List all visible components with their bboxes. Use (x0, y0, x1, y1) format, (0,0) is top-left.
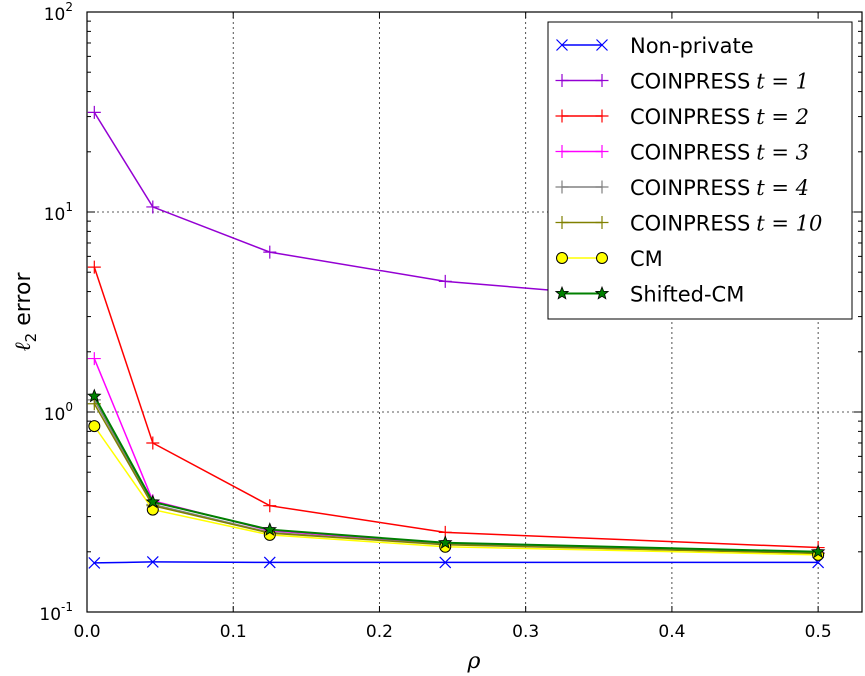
legend-box (547, 21, 853, 320)
legend-entry: COINPRESS t = 1 (555, 70, 809, 94)
axes: 0.0 0.1 0.2 0.3 0.4 0.5 10-1 100 101 102 (39, 0, 863, 642)
data-point (87, 352, 101, 366)
legend-entry: COINPRESS t = 4 (555, 176, 809, 200)
y-tick-label: 102 (44, 0, 73, 25)
legend-label: CM (630, 247, 663, 271)
data-point (262, 522, 278, 536)
legend-entry: COINPRESS t = 2 (555, 105, 809, 129)
legend-label: Non-private (630, 34, 754, 58)
legend-marker (595, 180, 609, 194)
series-line (94, 561, 819, 564)
plot-frame (86, 11, 863, 613)
legend-marker (555, 109, 569, 123)
legend-marker (555, 216, 569, 229)
legend-marker (556, 39, 568, 51)
y-tick-label: 10-1 (39, 600, 73, 625)
y-axis-label: ℓ2 error (11, 272, 40, 352)
legend-marker (596, 39, 608, 51)
legend-entry: COINPRESS t = 3 (555, 141, 809, 165)
legend-marker (555, 74, 569, 87)
legend-label: COINPRESS t = 3 (630, 141, 809, 165)
legend-label: COINPRESS t = 1 (630, 70, 809, 94)
legend-marker (594, 285, 610, 300)
legend-entry: Non-private (556, 34, 754, 58)
x-tick-label: 0.5 (805, 622, 832, 642)
data-point (438, 535, 453, 549)
legend-entry: CM (556, 247, 663, 271)
y-tick-label: 100 (44, 400, 73, 425)
x-tick-label: 0.1 (220, 622, 247, 642)
series-7 (87, 388, 826, 558)
data-point (146, 200, 160, 214)
legend-marker (554, 285, 570, 300)
legend: Non-private COINPRESS t = 1 COINPRESS t = 2 C… (547, 21, 853, 320)
series-layer (87, 105, 826, 569)
legend-marker (555, 180, 569, 194)
y-tick-label: 101 (44, 200, 73, 225)
legend-marker (596, 252, 608, 264)
data-point (88, 420, 101, 433)
legend-marker (556, 252, 568, 264)
data-point (145, 494, 161, 509)
data-point (87, 260, 101, 274)
series-0 (88, 555, 825, 569)
x-tick-label: 0.0 (73, 622, 100, 642)
legend-marker (595, 74, 609, 87)
data-point (146, 436, 160, 450)
x-axis-label: ρ (467, 649, 481, 674)
x-tick-label: 0.3 (512, 622, 539, 642)
data-point (146, 555, 159, 568)
x-tick-label: 0.2 (366, 622, 393, 642)
x-tick-label: 0.4 (658, 622, 685, 642)
legend-marker (595, 109, 609, 123)
legend-entry: Shifted-CM (554, 283, 744, 307)
legend-marker (595, 216, 609, 229)
data-point (88, 556, 101, 569)
legend-marker (595, 145, 609, 158)
data-point (263, 556, 276, 569)
data-point (263, 245, 277, 259)
data-point (810, 544, 826, 558)
data-point (87, 388, 102, 403)
data-point (438, 274, 452, 288)
data-point (439, 556, 452, 569)
legend-label: COINPRESS t = 10 (630, 212, 822, 236)
legend-label: COINPRESS t = 2 (630, 105, 809, 129)
legend-label: COINPRESS t = 4 (630, 176, 809, 200)
data-point (87, 105, 101, 119)
legend-label: Shifted-CM (630, 283, 744, 307)
legend-entry: COINPRESS t = 10 (555, 212, 822, 236)
data-point (263, 499, 277, 513)
legend-marker (555, 145, 569, 158)
y-axis-label-text: ℓ2 error (11, 272, 40, 352)
